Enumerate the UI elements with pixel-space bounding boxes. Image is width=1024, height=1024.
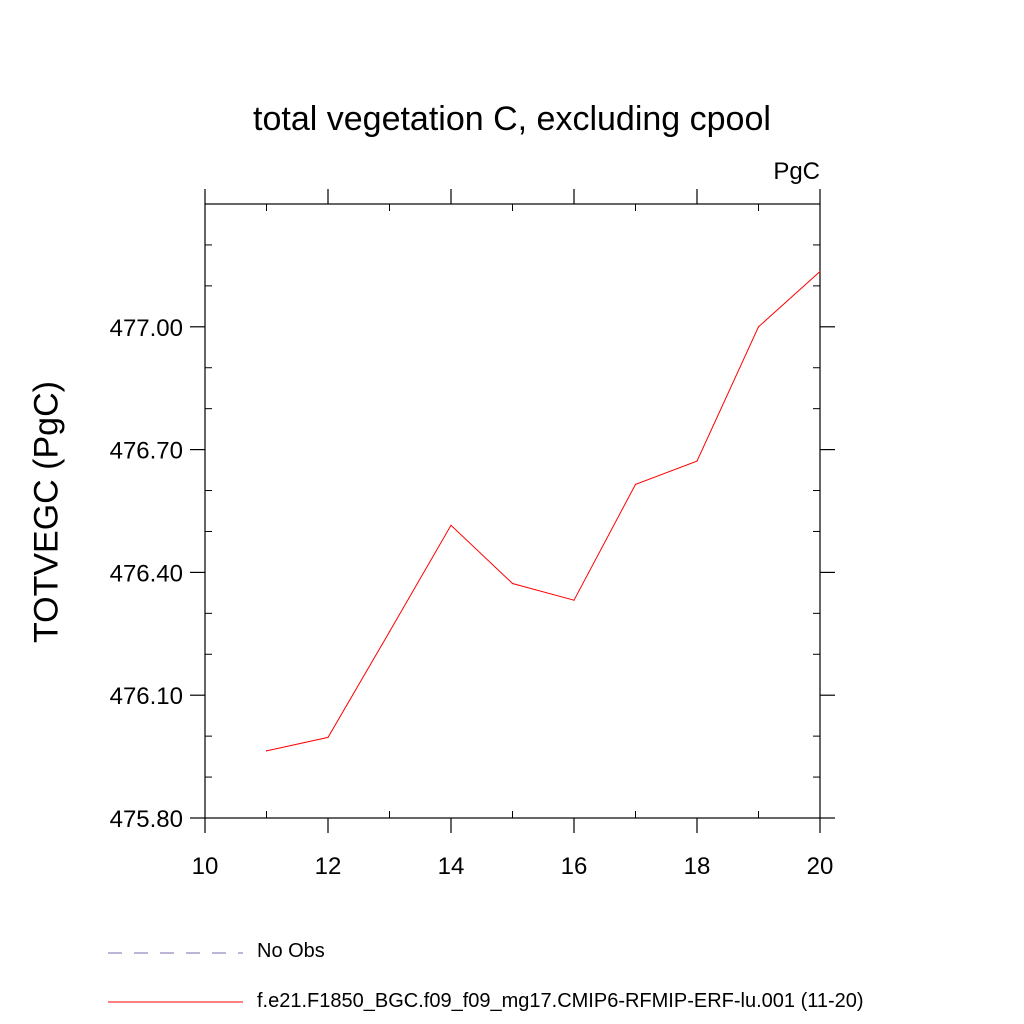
data-point <box>327 736 329 738</box>
y-tick-label: 475.80 <box>110 806 183 833</box>
data-point <box>696 460 698 462</box>
x-tick-label: 12 <box>315 853 342 880</box>
y-tick-label: 476.70 <box>110 438 183 465</box>
y-tick-label: 476.10 <box>110 683 183 710</box>
x-tick-label: 16 <box>561 853 588 880</box>
y-tick-label: 477.00 <box>110 315 183 342</box>
x-tick-label: 14 <box>438 853 465 880</box>
y-axis-label: TOTVEGC (PgC) <box>27 381 66 643</box>
x-tick-label: 20 <box>807 853 834 880</box>
chart-title: total vegetation C, excluding cpool <box>253 100 771 138</box>
x-tick-label: 10 <box>192 853 219 880</box>
x-tick-label: 18 <box>684 853 711 880</box>
legend-label-no-obs: No Obs <box>257 940 325 962</box>
y-tick-label: 476.40 <box>110 560 183 587</box>
legend-label-model-run: f.e21.F1850_BGC.f09_f09_mg17.CMIP6-RFMIP… <box>257 990 864 1012</box>
data-point <box>450 524 452 526</box>
data-point <box>388 631 391 633</box>
data-point <box>573 599 575 601</box>
data-point <box>819 270 821 273</box>
units-label: PgC <box>773 158 820 185</box>
data-point <box>757 326 760 328</box>
data-point <box>511 582 514 585</box>
series-line <box>266 271 821 752</box>
data-point <box>265 750 268 752</box>
data-point <box>634 483 637 485</box>
plot-frame <box>204 203 821 819</box>
